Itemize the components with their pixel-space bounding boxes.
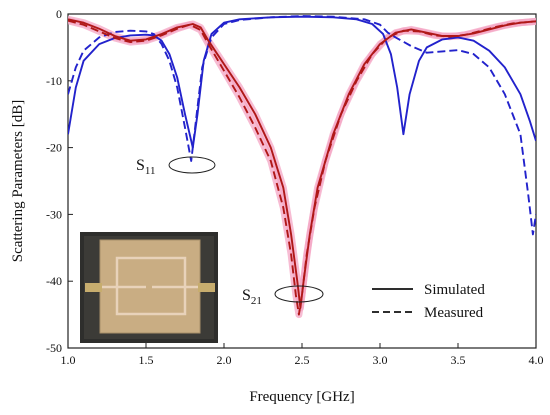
annotation-s21: S21	[242, 285, 324, 307]
y-tick-label: -10	[46, 74, 62, 88]
x-tick-label: 4.0	[529, 353, 544, 367]
x-tick-label: 3.0	[373, 353, 388, 367]
y-tick-label: -40	[46, 274, 62, 288]
x-tick-label: 3.5	[451, 353, 466, 367]
x-tick-label: 1.5	[139, 353, 154, 367]
x-tick-label: 1.0	[61, 353, 76, 367]
legend: Simulated Measured	[372, 282, 485, 321]
annotation-s11: S11	[136, 156, 216, 177]
y-tick-label: -50	[46, 341, 62, 355]
s21_meas-curve	[68, 19, 536, 316]
x-ticks: 1.0 1.5 2.0 2.5 3.0 3.5 4.0	[61, 343, 544, 367]
x-tick-label: 2.0	[217, 353, 232, 367]
curves	[68, 15, 536, 319]
y-tick-label: -20	[46, 141, 62, 155]
s11_meas-curve	[68, 15, 536, 236]
y-ticks: 0 -10 -20 -30 -40 -50	[46, 7, 73, 355]
x-axis-label: Frequency [GHz]	[249, 389, 354, 405]
y-tick-label: -30	[46, 207, 62, 221]
x-tick-label: 2.5	[295, 353, 310, 367]
s21-label: S21	[242, 287, 262, 307]
legend-measured-label: Measured	[424, 305, 484, 321]
s21_sim-curve	[68, 18, 536, 309]
legend-simulated-label: Simulated	[424, 282, 485, 298]
inset-filter-photo	[80, 232, 218, 343]
y-tick-label: 0	[56, 7, 62, 21]
s11-ellipse	[168, 156, 216, 174]
s11-label: S11	[136, 157, 156, 177]
s21-ellipse	[274, 285, 324, 303]
y-axis-label: Scattering Parameters [dB]	[10, 100, 26, 262]
